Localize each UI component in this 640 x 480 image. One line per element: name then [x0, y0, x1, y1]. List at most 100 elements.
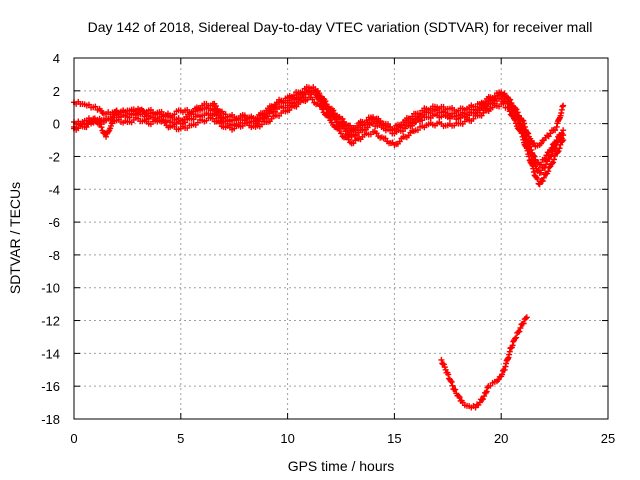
y-tick-label: -14 — [41, 346, 60, 361]
x-axis-title: GPS time / hours — [288, 458, 395, 474]
data-point-trail — [92, 103, 101, 113]
data-point-trail — [222, 111, 236, 120]
data-point-trail — [542, 149, 553, 163]
data-point-trail — [554, 138, 566, 156]
data-point-trail — [403, 117, 417, 126]
data-point-trail — [115, 108, 129, 116]
data-point-trail — [254, 111, 268, 124]
data-point-trail — [308, 87, 317, 96]
data-point-trail — [468, 106, 481, 114]
data-point — [540, 174, 547, 181]
data-point-trail — [537, 177, 546, 185]
data-point-trail — [520, 136, 532, 158]
data-point-trail — [538, 165, 546, 176]
data-point-trail — [456, 394, 465, 404]
data-point-trail — [222, 122, 236, 133]
data-point-trail — [286, 91, 300, 102]
data-point-trail — [520, 315, 529, 327]
data-point-trail — [190, 112, 204, 123]
data-point — [438, 356, 445, 363]
data-point-trail — [533, 165, 542, 174]
data-point — [553, 137, 560, 144]
series-track-c — [71, 87, 567, 168]
data-point-trail — [115, 116, 129, 126]
data-point-trail — [308, 84, 317, 92]
data-point-trail — [79, 101, 88, 108]
data-point-trail — [371, 128, 385, 141]
data-point-trail — [83, 118, 97, 131]
data-point-trail — [548, 127, 559, 134]
data-point-trail — [443, 369, 453, 382]
data-point-trail — [542, 132, 552, 141]
data-point-trail — [382, 135, 396, 147]
data-point-trail — [85, 115, 95, 124]
data-point — [560, 137, 567, 144]
data-point-trail — [85, 101, 95, 111]
data-point-trail — [211, 100, 225, 115]
data-point-trail — [169, 122, 182, 133]
x-tick-label: 10 — [280, 431, 294, 446]
y-tick-label: -10 — [41, 281, 60, 296]
data-point-trail — [500, 100, 509, 111]
data-point-trail — [169, 114, 182, 123]
data-point-trail — [414, 123, 428, 134]
chart-title: Day 142 of 2018, Sidereal Day-to-day VTE… — [88, 19, 593, 35]
data-point-trail — [147, 110, 161, 118]
data-point-trail — [158, 108, 171, 120]
data-point — [525, 153, 532, 160]
plot-area — [71, 84, 567, 411]
y-tick-label: 2 — [53, 84, 60, 99]
data-point-trail — [313, 92, 324, 102]
series-track-e — [438, 314, 530, 411]
y-tick-label: -4 — [48, 182, 60, 197]
data-point-trail — [538, 156, 546, 168]
data-point-trail — [94, 115, 107, 125]
x-tick-label: 25 — [601, 431, 615, 446]
data-point-trail — [244, 119, 257, 131]
data-point-trail — [499, 93, 510, 100]
data-point-trail — [512, 329, 521, 342]
data-point-trail — [286, 102, 300, 114]
data-point-trail — [457, 105, 471, 113]
data-point-trail — [516, 321, 525, 335]
data-point-trail — [457, 109, 471, 118]
data-point — [560, 102, 567, 109]
data-point-trail — [505, 104, 516, 119]
data-point — [103, 133, 110, 140]
data-point-trail — [105, 115, 118, 125]
data-point-trail — [297, 96, 311, 105]
y-tick-label: -2 — [48, 149, 60, 164]
data-point — [481, 393, 488, 400]
data-point-trail — [538, 137, 546, 147]
data-point-trail — [495, 373, 503, 383]
y-tick-label: 4 — [53, 51, 60, 66]
data-point-trail — [328, 119, 343, 134]
data-point-trail — [533, 159, 542, 166]
data-point-trail — [126, 106, 139, 118]
plot-frame — [73, 57, 609, 420]
data-point-trail — [276, 103, 289, 111]
y-tick-label: 0 — [53, 117, 60, 132]
data-point-trail — [73, 118, 82, 127]
data-point-trail — [393, 127, 406, 135]
y-axis-title: SDTVAR / TECUs — [7, 182, 23, 294]
data-point-trail — [446, 104, 460, 115]
data-point-trail — [339, 120, 353, 134]
data-point-trail — [233, 122, 246, 130]
data-point — [455, 393, 462, 400]
data-point-trail — [361, 130, 374, 138]
data-point-trail — [473, 401, 482, 408]
data-point-trail — [371, 118, 385, 128]
data-point — [511, 107, 518, 114]
data-point-trail — [457, 116, 471, 127]
data-point-trail — [436, 111, 449, 121]
data-point-trail — [201, 104, 214, 114]
data-point-trail — [425, 106, 438, 117]
data-point-trail — [478, 107, 492, 119]
data-point-trail — [79, 117, 88, 126]
data-point-trail — [317, 103, 332, 120]
data-point-trail — [511, 117, 525, 137]
data-point-trail — [244, 114, 257, 122]
